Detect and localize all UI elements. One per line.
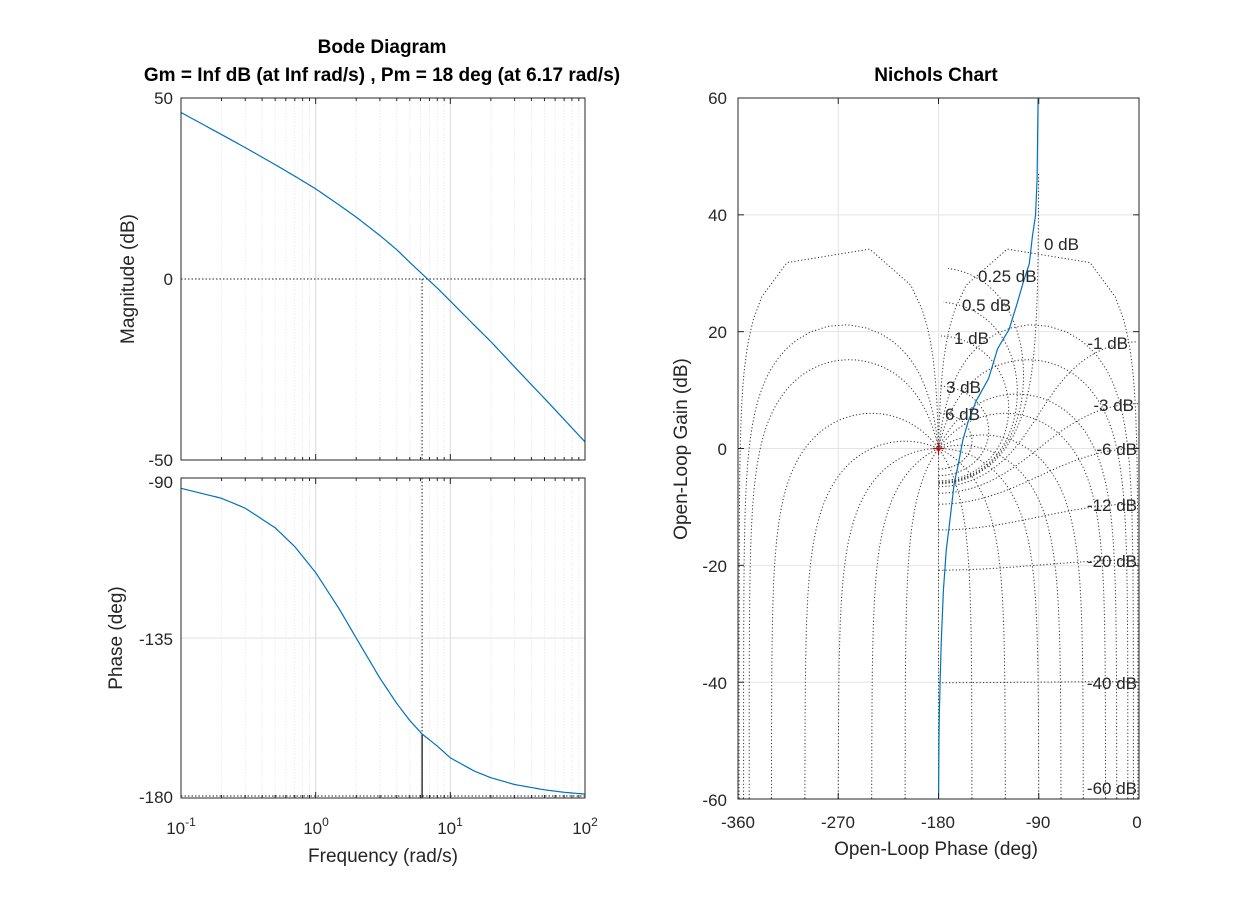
nichols-ytick-neg40: -40: [702, 674, 727, 693]
magnitude-ytick-0: 0: [164, 270, 173, 289]
contour-label-neg1db: -1 dB: [1087, 334, 1128, 353]
phase-curve: [180, 487, 586, 795]
phase-axes-box: [180, 477, 586, 799]
phase-ytick-neg180: -180: [139, 788, 173, 807]
phase-grid: [181, 478, 585, 798]
magnitude-curve: [180, 111, 586, 443]
contour-label-0db: 0 dB: [1044, 235, 1079, 254]
nichols-xlabel: Open-Loop Phase (deg): [834, 839, 1038, 860]
freq-xtick-1: 100: [303, 815, 329, 838]
gain-contour: [938, 341, 1137, 488]
phase-contour: [804, 440, 939, 799]
phase-contour: [904, 448, 939, 799]
gain-contour-0db: [938, 172, 1040, 485]
contour-label-6db: 6 dB: [945, 405, 980, 424]
nichols-ticks: [737, 97, 1140, 800]
nichols-curve: [938, 97, 1039, 800]
contour-label-0-5db: 0.5 dB: [962, 296, 1011, 315]
magnitude-ytick-50: 50: [154, 89, 173, 108]
nichols-xtick-neg180: -180: [921, 813, 955, 832]
phase-ylabel: Phase (deg): [106, 586, 127, 690]
contour-label-neg40db: -40 dB: [1087, 674, 1137, 693]
bode-subtitle: Gm = Inf dB (at Inf rad/s) , Pm = 18 deg…: [144, 65, 620, 86]
bode-title: Bode Diagram: [318, 37, 447, 58]
phase-ticks: [180, 478, 580, 798]
nichols-ytick-neg60: -60: [702, 791, 727, 810]
nichols-ytick-20: 20: [708, 323, 727, 342]
nichols-ytick-0: 0: [718, 440, 727, 459]
phase-ytick-neg135: -135: [139, 630, 173, 649]
phase-contour: [743, 324, 939, 799]
phase-ytick-neg90: -90: [148, 473, 173, 492]
contour-label-neg3db: -3 dB: [1093, 396, 1134, 415]
frequency-xlabel: Frequency (rad/s): [308, 846, 458, 867]
phase-contour: [938, 448, 973, 799]
phase-contour: [738, 248, 939, 799]
phase-contour: [770, 412, 939, 799]
freq-xtick-3: 102: [572, 815, 598, 838]
magnitude-ylabel: Magnitude (dB): [118, 214, 139, 344]
nichols-ytick-neg20: -20: [702, 557, 727, 576]
freq-xtick-0: 10-1: [166, 815, 196, 838]
phase-contour: [938, 324, 1134, 799]
phase-contour: [938, 412, 1107, 799]
critical-point-marker: [932, 442, 945, 455]
phase-contour: [938, 393, 1118, 799]
nichols-ytick-60: 60: [708, 89, 727, 108]
nichols-ylabel: Open-Loop Gain (dB): [671, 358, 692, 540]
magnitude-axes-box: [180, 97, 586, 461]
nichols-panel: 60 40 20 0 -20 -40 -60 -360 -270 -180 -9…: [671, 89, 1142, 860]
contour-label-1db: 1 dB: [954, 329, 989, 348]
nichols-ytick-40: 40: [708, 206, 727, 225]
contour-label-3db: 3 dB: [946, 378, 981, 397]
magnitude-ytick-neg50: -50: [148, 451, 173, 470]
freq-xtick-2: 101: [437, 815, 463, 838]
nichols-xtick-neg360: -360: [721, 813, 755, 832]
nichols-xtick-neg90: -90: [1026, 813, 1051, 832]
contour-label-0-25db: 0.25 dB: [978, 267, 1037, 286]
gain-contour: [938, 503, 1139, 531]
contour-label-neg60db: -60 dB: [1087, 779, 1137, 798]
nichols-xtick-0: 0: [1132, 813, 1141, 832]
nichols-xtick-neg270: -270: [821, 813, 855, 832]
gain-contour: [938, 335, 1010, 482]
phase-panel: -90 -135 -180 Phase (deg) 10-1 100 101 1…: [106, 473, 598, 867]
contour-label-neg20db: -20 dB: [1087, 552, 1137, 571]
contour-label-neg6db: -6 dB: [1096, 440, 1137, 459]
gain-contour: [938, 447, 1139, 505]
contour-label-neg12db: -12 dB: [1087, 496, 1137, 515]
magnitude-panel: 50 0 -50 Magnitude (dB): [118, 89, 586, 470]
magnitude-ticks: [180, 98, 580, 460]
nichols-title: Nichols Chart: [874, 65, 998, 86]
